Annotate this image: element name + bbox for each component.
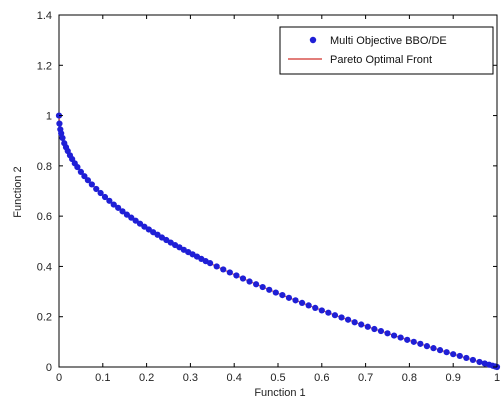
data-point [423, 343, 431, 350]
data-point [469, 356, 477, 364]
data-point [136, 220, 144, 227]
data-point [233, 272, 240, 279]
data-point [84, 177, 92, 184]
data-point [404, 336, 411, 343]
y-tick-label: 1.4 [37, 10, 52, 22]
data-point [88, 181, 95, 188]
legend-marker-bbo-de [309, 36, 317, 44]
points-layer [55, 112, 501, 371]
legend: Multi Objective BBO/DE Pareto Optimal Fr… [279, 26, 494, 75]
data-point [101, 193, 109, 201]
data-point [110, 201, 117, 208]
legend-label-pareto: Pareto Optimal Front [330, 54, 432, 66]
x-tick-label: 0.2 [139, 372, 154, 384]
data-point [338, 314, 345, 321]
data-point [119, 208, 126, 215]
x-axis-label: Function 1 [254, 387, 305, 399]
data-point [132, 217, 139, 224]
data-point [220, 266, 227, 273]
data-point [253, 281, 260, 288]
y-tick-label: 0.8 [37, 161, 52, 173]
data-point [390, 332, 398, 339]
data-point [331, 312, 339, 319]
y-tick-label: 0.4 [37, 261, 52, 273]
x-tick-label: 0 [56, 372, 62, 384]
data-point [417, 340, 424, 347]
data-point [123, 211, 130, 218]
legend-box [279, 26, 494, 75]
y-tick-label: 1.2 [37, 60, 52, 72]
data-point [128, 214, 135, 221]
x-tick-label: 0.1 [95, 372, 110, 384]
data-point [81, 173, 88, 180]
data-point [476, 358, 483, 366]
data-point [312, 304, 319, 312]
data-point [292, 297, 299, 304]
y-tick-label: 0 [46, 362, 52, 374]
data-point [305, 302, 312, 309]
data-point [266, 286, 273, 293]
data-point [463, 354, 470, 362]
data-point [377, 327, 385, 335]
data-point [318, 307, 325, 314]
data-point [351, 319, 358, 326]
x-tick-label: 0.5 [270, 372, 285, 384]
data-point [106, 197, 113, 204]
data-point [93, 185, 100, 193]
x-tick-label: 0.9 [446, 372, 461, 384]
data-point [298, 299, 306, 306]
data-point [56, 120, 63, 127]
data-point [272, 289, 279, 296]
data-point [259, 283, 266, 291]
x-tick-label: 1 [494, 372, 500, 384]
data-point [325, 309, 332, 316]
data-point [285, 294, 293, 301]
data-point [239, 275, 247, 282]
data-point [436, 347, 444, 354]
y-axis-label: Function 2 [12, 166, 24, 217]
data-point [59, 134, 66, 142]
data-point [344, 316, 352, 323]
data-point [410, 338, 417, 345]
data-point [207, 260, 214, 267]
x-tick-label: 0.3 [183, 372, 198, 384]
data-point [279, 291, 286, 299]
x-tick-label: 0.7 [358, 372, 373, 384]
data-point [456, 352, 463, 360]
data-point [213, 263, 220, 270]
y-tick-label: 1 [46, 111, 52, 123]
ticks-layer: 0 0.1 0.2 0.3 0.4 0.5 0.6 0.7 0.8 0.9 1 0 0.2 0.4 0.6 0… [37, 10, 500, 384]
data-point [430, 345, 437, 352]
data-point [358, 321, 365, 328]
data-point [77, 168, 84, 175]
x-tick-label: 0.6 [314, 372, 329, 384]
data-point [397, 334, 404, 341]
x-tick-label: 0.8 [402, 372, 417, 384]
data-point [364, 323, 371, 330]
data-point [443, 349, 450, 356]
legend-label-bbo-de: Multi Objective BBO/DE [330, 35, 447, 47]
y-tick-label: 0.2 [37, 312, 52, 324]
data-point [384, 330, 391, 337]
data-point [371, 325, 378, 333]
y-tick-label: 0.6 [37, 211, 52, 223]
x-tick-label: 0.4 [227, 372, 242, 384]
data-point [74, 164, 81, 171]
data-point [97, 189, 104, 197]
data-point [450, 351, 457, 358]
data-point [246, 278, 253, 285]
data-point [226, 269, 233, 276]
data-point [115, 204, 122, 211]
